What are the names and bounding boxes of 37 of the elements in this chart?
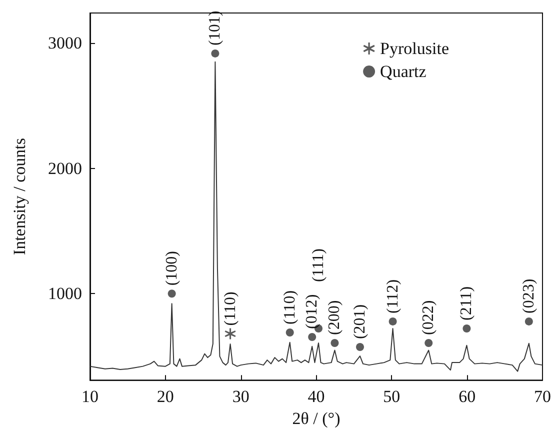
x-tick-label: 20 bbox=[156, 387, 174, 406]
annotation: (201) bbox=[351, 304, 368, 340]
annotation: (022) bbox=[420, 300, 438, 336]
x-tick-label: 40 bbox=[308, 387, 325, 406]
annotation: (023) bbox=[520, 278, 538, 314]
point bbox=[388, 317, 397, 326]
point bbox=[224, 328, 236, 340]
point bbox=[524, 317, 533, 326]
point bbox=[168, 290, 176, 298]
x-axis-title: 2θ / (°) bbox=[292, 409, 340, 428]
x-tick-label: 50 bbox=[383, 387, 400, 406]
annotation: (110) bbox=[281, 290, 298, 324]
legend-label: Pyrolusite bbox=[380, 39, 450, 58]
point bbox=[286, 328, 294, 336]
y-tick-label: 1000 bbox=[48, 284, 82, 304]
legend-label: Quartz bbox=[380, 62, 427, 81]
y-tick-label: 2000 bbox=[48, 158, 82, 178]
annotation: (200) bbox=[326, 300, 344, 336]
annotation: (112) bbox=[384, 279, 402, 314]
x-tick-label: 60 bbox=[458, 387, 476, 406]
annotation: (012) bbox=[304, 294, 321, 329]
annotation: (111) bbox=[310, 248, 328, 282]
x-tick-label: 70 bbox=[534, 387, 551, 406]
point bbox=[356, 343, 364, 352]
point bbox=[462, 324, 471, 332]
y-axis-title: Intensity / counts bbox=[10, 138, 29, 256]
x-tick-label: 10 bbox=[82, 387, 98, 406]
x-tick-label: 30 bbox=[232, 387, 250, 406]
point bbox=[330, 339, 339, 348]
y-tick-label: 3000 bbox=[48, 34, 82, 53]
line-series bbox=[90, 61, 543, 372]
point bbox=[308, 333, 316, 341]
annotation: (110) bbox=[222, 292, 239, 326]
annotation: (211) bbox=[458, 286, 476, 320]
point bbox=[211, 49, 220, 58]
annotation: (100) bbox=[163, 250, 180, 286]
point bbox=[424, 339, 433, 348]
